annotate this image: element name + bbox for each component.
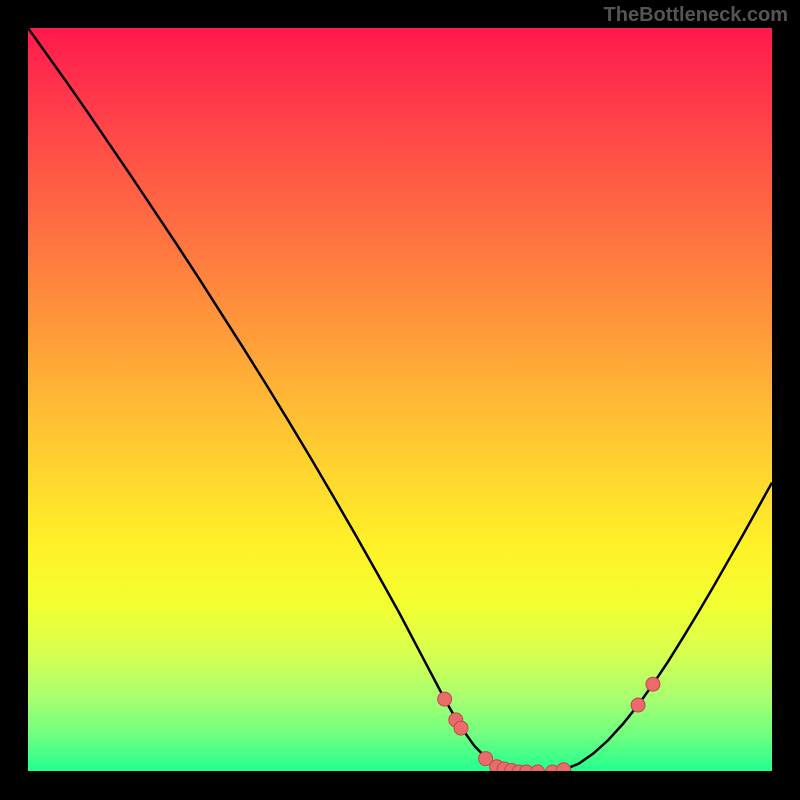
watermark-text: TheBottleneck.com	[604, 4, 788, 27]
chart-svg	[28, 28, 772, 772]
x-axis-line	[28, 771, 772, 772]
plot-area	[28, 28, 772, 772]
data-marker	[631, 698, 645, 712]
markers-group	[438, 677, 660, 772]
bottleneck-curve	[28, 28, 772, 772]
data-marker	[646, 677, 660, 691]
data-marker	[438, 692, 452, 706]
data-marker	[454, 721, 468, 735]
